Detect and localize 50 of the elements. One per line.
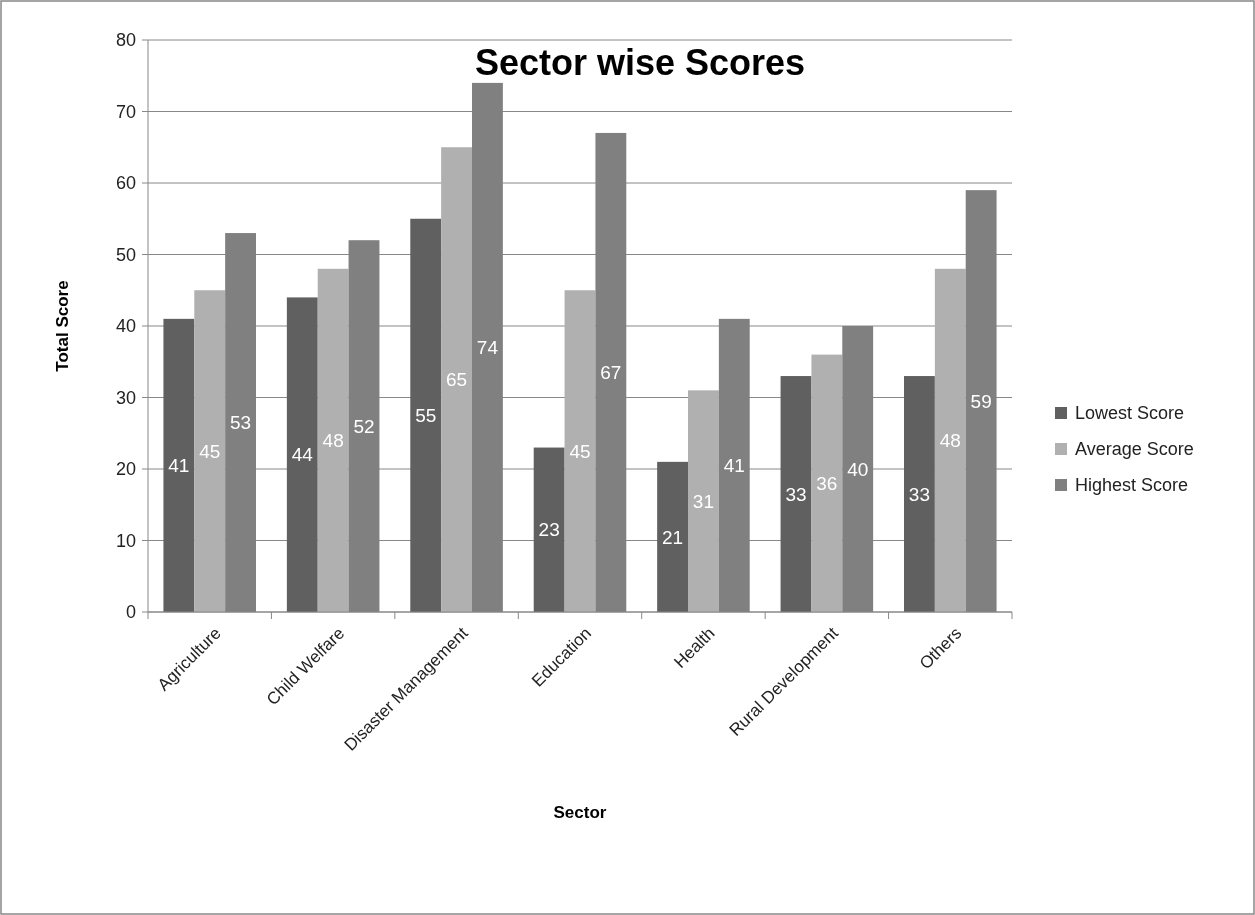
data-label: 74: [476, 337, 499, 359]
bar: [533, 447, 565, 612]
y-tick-label: 30: [115, 387, 136, 408]
data-label: 33: [908, 483, 930, 505]
bar: [688, 390, 719, 612]
legend-label: Highest Score: [1075, 475, 1189, 496]
y-axis-title: Total Score: [53, 280, 72, 372]
data-label: 48: [322, 430, 344, 452]
data-label: 45: [569, 440, 591, 462]
bar: [564, 290, 596, 612]
bar: [934, 268, 966, 612]
data-label: 40: [847, 458, 869, 480]
chart-title: Sector wise Scores: [474, 42, 806, 83]
legend-label: Lowest Score: [1075, 403, 1185, 424]
bar: [657, 461, 688, 612]
bar: [780, 376, 812, 612]
y-tick-label: 20: [115, 459, 136, 480]
data-label: 55: [415, 405, 437, 427]
data-label: 23: [538, 519, 560, 541]
y-tick-label: 10: [115, 530, 136, 551]
data-label: 65: [446, 369, 468, 391]
data-label: 31: [692, 490, 714, 512]
bar: [904, 376, 935, 612]
bar: [811, 354, 843, 612]
data-label: 41: [168, 455, 190, 477]
data-label: 44: [291, 444, 314, 466]
bar: [441, 147, 472, 612]
bar: [286, 297, 318, 612]
bar: [163, 318, 195, 612]
data-label: 45: [199, 440, 221, 462]
data-label: 53: [230, 412, 252, 434]
y-tick-label: 60: [115, 173, 136, 194]
data-label: 36: [816, 472, 838, 494]
data-label: 59: [970, 390, 992, 412]
data-label: 48: [939, 430, 961, 452]
y-tick-label: 50: [115, 244, 136, 265]
bar: [317, 268, 349, 612]
y-tick-label: 70: [115, 101, 136, 122]
data-label: 67: [600, 362, 622, 384]
data-label: 33: [785, 483, 807, 505]
bar: [194, 290, 226, 612]
x-axis-title: Sector: [553, 803, 607, 822]
data-label: 21: [662, 526, 684, 548]
legend-label: Average Score: [1075, 439, 1194, 460]
bar: [410, 218, 442, 612]
data-label: 41: [723, 455, 745, 477]
y-tick-label: 40: [115, 316, 136, 337]
y-tick-label: 80: [115, 30, 136, 51]
data-label: 52: [353, 415, 375, 437]
y-tick-label: 0: [125, 602, 136, 623]
